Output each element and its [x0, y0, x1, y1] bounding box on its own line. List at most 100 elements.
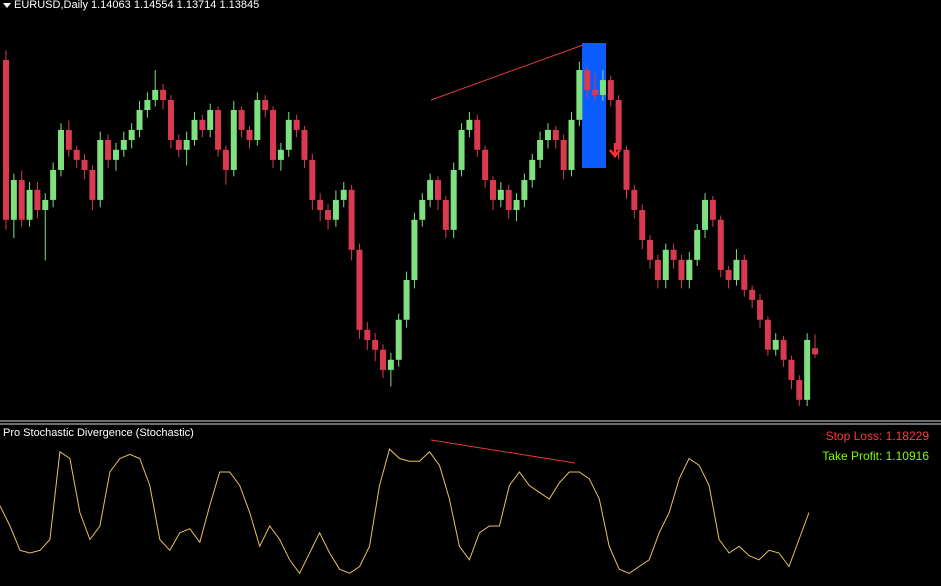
candle-body	[560, 140, 567, 170]
candle-body	[332, 199, 339, 220]
candle-body	[207, 110, 214, 130]
candle-body	[144, 99, 151, 111]
candle-body	[254, 99, 261, 140]
candle-body	[120, 140, 127, 150]
candle-body	[631, 189, 638, 210]
candle-body	[599, 80, 606, 95]
candle-body	[615, 99, 622, 150]
candle-body	[73, 149, 80, 160]
candle-body	[293, 119, 300, 130]
candle-body	[442, 199, 449, 230]
candle-body	[757, 299, 764, 320]
candle-body	[97, 140, 104, 200]
candle-body	[497, 189, 504, 200]
candle-body	[717, 219, 724, 270]
candle-body	[222, 149, 229, 170]
candle-body	[348, 189, 355, 250]
candle-body	[285, 119, 292, 150]
candle-body	[301, 129, 308, 160]
stochastic-line	[0, 448, 810, 575]
candle-body	[654, 259, 661, 280]
candle-body	[380, 349, 387, 370]
candle-body	[26, 189, 33, 220]
candle-body	[796, 379, 803, 400]
candle-body	[544, 129, 551, 140]
candle-body	[639, 210, 646, 240]
candle-body	[623, 149, 630, 190]
candle-body	[356, 249, 363, 330]
indicator-title: Pro Stochastic Divergence (Stochastic)	[3, 427, 194, 439]
candle-body	[395, 319, 402, 360]
candle-body	[607, 80, 614, 100]
candle-body	[529, 159, 536, 181]
candle-body	[568, 119, 575, 170]
candle-body	[678, 259, 685, 280]
candle-body	[702, 199, 709, 230]
candle-body	[112, 149, 119, 160]
candle-body	[136, 110, 143, 130]
candle-body	[764, 319, 771, 350]
candle-body	[576, 70, 583, 120]
candle-body	[584, 70, 591, 90]
candle-body	[238, 110, 245, 130]
candle-body	[592, 89, 599, 95]
candle-body	[647, 239, 654, 260]
candle-body	[694, 229, 701, 260]
candle-body	[812, 348, 818, 355]
candle-body	[160, 89, 167, 100]
candle-body	[42, 199, 49, 210]
candle-body	[804, 339, 811, 400]
candle-body	[3, 59, 9, 220]
annotation: Stop Loss: 1.18229	[826, 429, 930, 443]
candle-body	[246, 129, 253, 140]
stoch-divergence-line	[430, 439, 576, 464]
candle-body	[513, 199, 520, 210]
candle-body	[450, 169, 457, 230]
candle-body	[57, 129, 64, 170]
signal-box	[582, 43, 606, 168]
candle-body	[372, 339, 379, 350]
candle-body	[482, 149, 489, 181]
candle-body	[34, 189, 41, 210]
candle-body	[709, 199, 716, 220]
candle-body	[152, 89, 159, 100]
candle-body	[741, 259, 748, 290]
candle-body	[427, 180, 434, 200]
candle-body	[458, 129, 465, 170]
candle-body	[167, 99, 174, 140]
candle-body	[521, 180, 528, 200]
candle-body	[537, 140, 544, 160]
candle-body	[411, 219, 418, 280]
candle-body	[733, 259, 740, 280]
candle-body	[50, 169, 57, 200]
candle-body	[317, 199, 324, 210]
candle-body	[230, 110, 237, 170]
candle-body	[175, 140, 182, 150]
candle-body	[270, 110, 277, 160]
menu-triangle[interactable]	[3, 3, 11, 8]
candle-body	[340, 189, 347, 200]
candle-body	[749, 289, 756, 300]
candle-body	[183, 140, 190, 150]
candle-body	[662, 249, 669, 280]
candle-body	[686, 259, 693, 280]
candle-body	[309, 159, 316, 200]
candle-body	[364, 329, 371, 340]
candle-body	[262, 99, 269, 111]
candle-body	[215, 110, 222, 150]
candle-body	[89, 169, 96, 200]
candle-body	[419, 199, 426, 220]
candle-body	[277, 149, 284, 160]
candle-body	[434, 180, 441, 200]
annotation: Take Profit: 1.10916	[822, 449, 929, 463]
candle-body	[10, 180, 17, 220]
candle-body	[105, 140, 112, 160]
candle-body	[489, 180, 496, 200]
candle-body	[128, 129, 135, 140]
candle-body	[81, 159, 88, 170]
candle-body	[199, 119, 206, 130]
candle-body	[670, 249, 677, 260]
candle-body	[725, 269, 732, 280]
